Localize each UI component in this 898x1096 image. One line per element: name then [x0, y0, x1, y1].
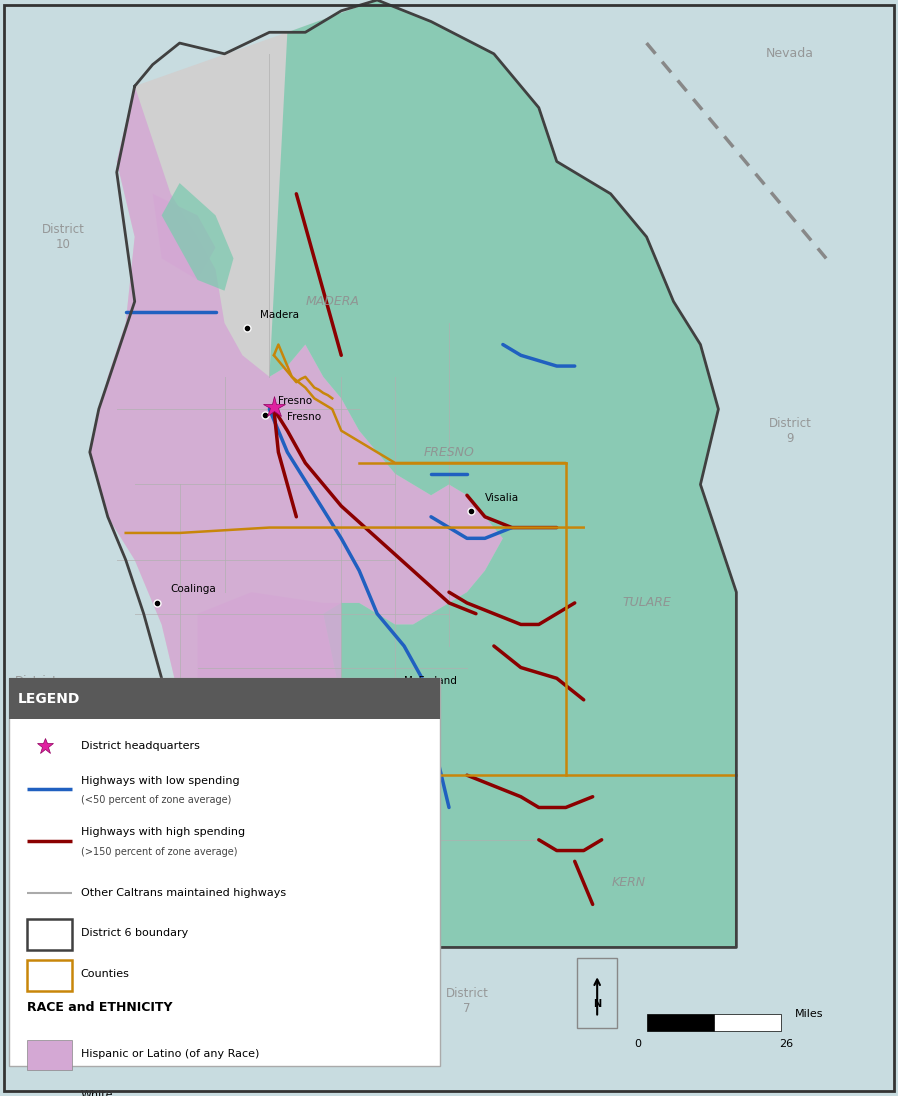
Polygon shape	[198, 592, 359, 915]
Text: District
7: District 7	[445, 987, 489, 1015]
Text: Highways with low spending: Highways with low spending	[81, 776, 240, 786]
Text: RACE and ETHNICITY: RACE and ETHNICITY	[27, 1002, 172, 1014]
Text: KINGS: KINGS	[250, 715, 289, 728]
Text: Fresno: Fresno	[278, 396, 313, 406]
Text: KERN: KERN	[612, 877, 646, 889]
Text: District headquarters: District headquarters	[81, 741, 199, 751]
Text: 26: 26	[779, 1039, 793, 1049]
Bar	[27, 1040, 72, 1070]
Text: LEGEND: LEGEND	[18, 692, 80, 706]
Text: Nevada: Nevada	[766, 47, 814, 60]
Polygon shape	[90, 87, 503, 915]
Text: TULARE: TULARE	[622, 596, 671, 609]
Text: Highways with high spending: Highways with high spending	[81, 827, 245, 837]
Text: FRESNO: FRESNO	[424, 446, 474, 459]
Text: Fresno: Fresno	[287, 412, 321, 422]
Bar	[9, 678, 440, 1066]
Text: (>150 percent of zone average): (>150 percent of zone average)	[81, 846, 237, 857]
Text: Other Caltrans maintained highways: Other Caltrans maintained highways	[81, 888, 286, 898]
Bar	[577, 958, 617, 1028]
Text: 0: 0	[634, 1039, 641, 1049]
Bar	[27, 960, 72, 991]
Text: District 6 boundary: District 6 boundary	[81, 928, 188, 938]
Text: Madera: Madera	[260, 310, 299, 320]
Bar	[9, 678, 440, 719]
Text: McFarland: McFarland	[404, 676, 457, 686]
Bar	[647, 1014, 714, 1031]
Text: District
5: District 5	[14, 675, 57, 703]
Text: MADERA: MADERA	[305, 295, 359, 308]
Text: Visalia: Visalia	[485, 493, 519, 503]
Bar	[714, 1014, 781, 1031]
Text: Counties: Counties	[81, 969, 129, 980]
Text: District
10: District 10	[41, 222, 84, 251]
Bar	[27, 1081, 72, 1096]
Text: N: N	[593, 998, 602, 1008]
Bar	[27, 920, 72, 949]
Polygon shape	[162, 183, 233, 290]
Polygon shape	[90, 0, 736, 947]
Text: Coalinga: Coalinga	[171, 584, 216, 594]
Text: District
9: District 9	[769, 416, 812, 445]
Text: Hispanic or Latino (of any Race): Hispanic or Latino (of any Race)	[81, 1049, 260, 1059]
Text: (<50 percent of zone average): (<50 percent of zone average)	[81, 795, 231, 804]
Text: Miles: Miles	[795, 1009, 823, 1019]
Polygon shape	[153, 194, 216, 279]
Text: White: White	[81, 1089, 113, 1096]
Polygon shape	[269, 0, 736, 947]
